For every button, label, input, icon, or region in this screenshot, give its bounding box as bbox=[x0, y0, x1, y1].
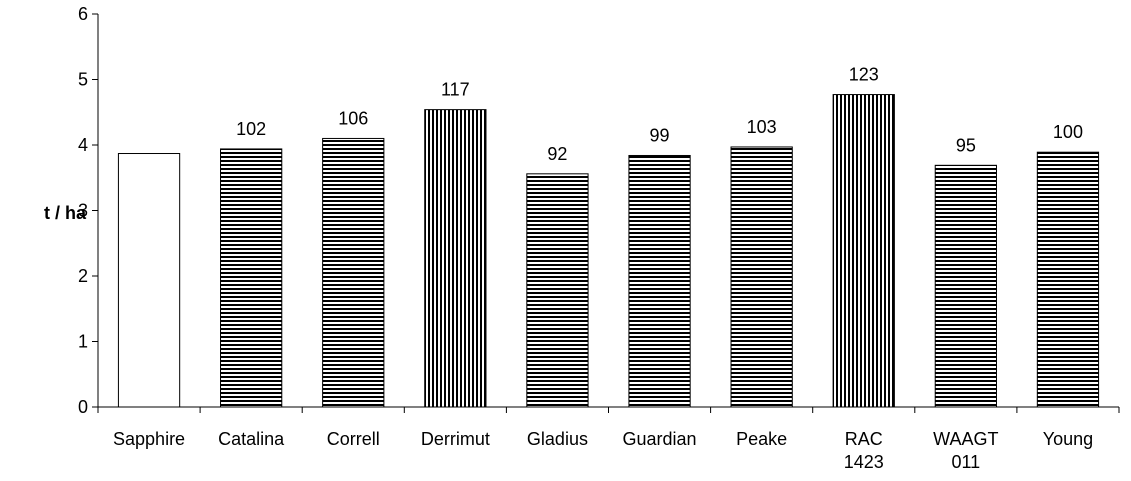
x-axis: Sapphire Catalina Correll Derrimut Gladius Gu… bbox=[97, 406, 1120, 472]
bar bbox=[1036, 151, 1100, 408]
data-label: 102 bbox=[236, 119, 266, 139]
x-tick-label: Peake bbox=[736, 429, 787, 449]
bar bbox=[526, 173, 589, 408]
data-label: 117 bbox=[441, 80, 470, 100]
data-label: 100 bbox=[1053, 122, 1083, 142]
bar bbox=[628, 154, 691, 408]
bar bbox=[322, 137, 385, 408]
y-tick-label: 0 bbox=[78, 397, 88, 417]
x-tick-label: Gladius bbox=[527, 429, 588, 449]
bar bbox=[220, 148, 283, 408]
x-tick-label: Correll bbox=[327, 429, 380, 449]
y-tick-label: 3 bbox=[78, 201, 88, 221]
y-tick-label: 4 bbox=[78, 135, 88, 155]
bar bbox=[832, 94, 895, 408]
y-tick-label: 5 bbox=[78, 70, 88, 90]
y-tick-label: 2 bbox=[78, 266, 88, 286]
bars bbox=[117, 94, 1100, 408]
y-tick-label: 6 bbox=[78, 4, 88, 24]
data-label: 103 bbox=[747, 117, 777, 137]
data-label: 92 bbox=[547, 144, 567, 164]
data-label: 123 bbox=[849, 65, 879, 85]
data-label: 106 bbox=[338, 108, 368, 128]
x-tick-label: Guardian bbox=[623, 429, 697, 449]
bar bbox=[730, 146, 793, 408]
data-label: 95 bbox=[956, 135, 976, 155]
y-tick-label: 1 bbox=[78, 332, 88, 352]
x-tick-label: RAC 1423 bbox=[844, 429, 884, 472]
x-tick-label: Sapphire bbox=[113, 429, 185, 449]
x-tick-label: Derrimut bbox=[421, 429, 490, 449]
y-axis: 0 1 2 3 4 5 6 bbox=[78, 4, 99, 417]
y-axis-label: t / ha bbox=[44, 203, 87, 223]
bar bbox=[424, 109, 487, 408]
data-labels: 102 106 117 92 99 103 123 95 100 bbox=[236, 65, 1083, 164]
bar bbox=[934, 164, 997, 408]
x-tick-label: WAAGT 011 bbox=[933, 429, 998, 472]
x-tick-label: Young bbox=[1043, 429, 1093, 449]
x-tick-label: Catalina bbox=[218, 429, 285, 449]
data-label: 99 bbox=[650, 125, 670, 145]
bar bbox=[117, 153, 181, 408]
